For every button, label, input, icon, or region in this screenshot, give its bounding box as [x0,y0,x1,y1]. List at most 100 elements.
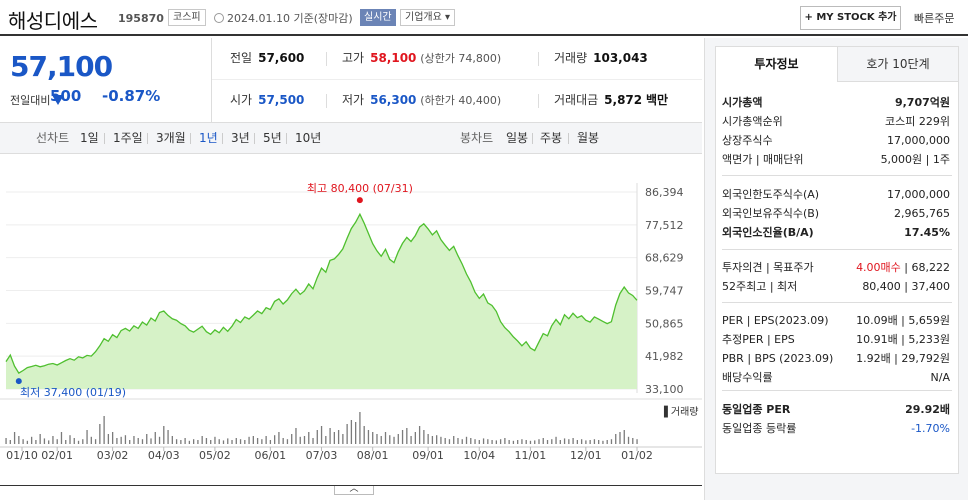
info-row-value: 17.45% [904,226,950,239]
current-price-box: 57,100 전일대비 500 -0.87% [0,38,212,122]
down-triangle-icon [52,95,65,105]
volume-bar [333,432,335,444]
market-tag: 코스피 [168,9,206,26]
price-chart[interactable]: 86,394 77,512 68,629 59,747 50,865 41,982 33,1… [0,155,702,490]
volume-bar [482,438,485,444]
volume-bar [444,438,446,444]
info-row: 상장주식수 17,000,000 [722,131,952,150]
volume-bar [491,440,493,444]
tab-1w[interactable]: 1주일 [113,131,143,145]
volume-bar [30,436,33,444]
tab-daily[interactable]: 일봉 [506,131,529,145]
volume-bar [423,430,425,444]
add-my-stock-button[interactable]: + MY STOCK 추가 [800,6,901,30]
volume-bar [52,436,54,444]
quick-order-button[interactable]: 빠른주문 [914,12,955,25]
volume-bar [576,440,579,444]
volume-bar [346,424,348,444]
info-row: 시가총액순위 코스피 229위 [722,112,952,131]
info-row: 52주최고 | 최저 80,400 | 37,400 [722,277,952,296]
volume-bar [133,436,135,444]
y-tick-label: 77,512 [645,219,684,232]
x-tick-label: 04/03 [148,449,180,462]
volume-bar [107,434,110,444]
info-row-label: 동일업종 등락률 [722,422,797,435]
volume-bar [286,439,289,444]
company-overview-dropdown[interactable]: 기업개요 ▾ [400,9,455,26]
price-chart-svg: 86,394 77,512 68,629 59,747 50,865 41,982 33,1… [0,182,702,462]
volume-bar [69,435,71,444]
collapse-chart-button[interactable]: ︿ [334,485,374,495]
volume-bar [470,438,472,444]
line-chart-label: 선차트 [36,131,70,145]
info-row: 외국인소진율(B/A) 17.45% [722,223,952,242]
stock-header: 해성디에스 195870 코스피 2024.01.10 기준(장마감) 실시간 … [0,0,968,36]
volume-bar [436,435,438,444]
volume-bar [248,436,250,444]
tab-1d[interactable]: 1일 [80,131,99,145]
info-row-label: 투자의견 | 목표주가 [722,261,814,274]
volume-bar [517,440,519,444]
max-annotation: 최고 80,400 (07/31) [307,182,413,195]
info-row-value: 5,000원 | 1주 [880,153,950,166]
change-label: 전일대비 [10,92,65,108]
tab-weekly[interactable]: 주봉 [540,131,563,145]
volume-bar [521,439,523,444]
volume-bar [350,420,353,444]
info-row-label: 동일업종 PER [722,403,791,416]
tab-1y[interactable]: 1년 [199,131,218,145]
volume-bar [274,435,276,444]
prev-close: 전일 57,600 [230,51,305,65]
volume-bar [282,438,284,444]
volume-bar [5,438,7,444]
realtime-badge[interactable]: 실시간 [360,9,396,26]
tab-10y[interactable]: 10년 [295,131,322,145]
volume-bar [175,439,178,444]
volume-bar [77,440,80,444]
company-name[interactable]: 해성디에스 [8,9,98,33]
volume-bar [551,439,553,444]
open-price: 시가 57,500 [230,93,305,107]
volume-bar [525,440,527,444]
volume-bar [65,440,67,444]
tab-monthly[interactable]: 월봉 [577,131,600,145]
volume-bar [291,434,293,444]
tab-investment-info[interactable]: 투자정보 [716,47,837,82]
volume-bar [610,439,613,444]
investment-info-panel: 투자정보 호가 10단계 시가총액 9,707억원 시가총액순위 코스피 229위 상장… [704,38,968,500]
volume-bar [227,438,229,444]
info-row-value: 4.00매수 | 68,222 [856,261,950,274]
volume-bar [325,436,327,444]
volume-bar [355,422,357,444]
tab-order-book[interactable]: 호가 10단계 [837,47,958,82]
info-row-value: 9,707억원 [894,96,950,109]
tab-5y[interactable]: 5년 [263,131,282,145]
info-row: 외국인한도주식수(A) 17,000,000 [722,185,952,204]
volume-bar [384,432,387,444]
info-row-label: 배당수익률 [722,371,773,384]
volume-bar [406,428,408,444]
volume-bar [593,439,596,444]
volume-bar [337,430,340,444]
volume-bar [474,439,476,444]
x-tick-label: 02/01 [41,449,73,462]
volume-bar [124,435,127,444]
volume-bar [210,440,212,444]
volume-bar [397,434,399,444]
volume-bar [568,439,570,444]
section-divider [722,175,952,176]
volume-bar [546,440,549,444]
tab-3y[interactable]: 3년 [231,131,250,145]
volume-bar [222,440,225,444]
volume-bar [192,439,195,444]
volume-bar [632,438,634,444]
volume-bar [559,440,561,444]
y-tick-label: 50,865 [645,317,684,330]
y-tick-label: 59,747 [645,285,684,298]
volume-bar [18,436,20,444]
volume-bar [461,439,463,444]
x-tick-label: 09/01 [412,449,444,462]
volume-bar [82,439,84,444]
info-row-label: 외국인한도주식수(A) [722,188,820,201]
tab-3m[interactable]: 3개월 [156,131,186,145]
